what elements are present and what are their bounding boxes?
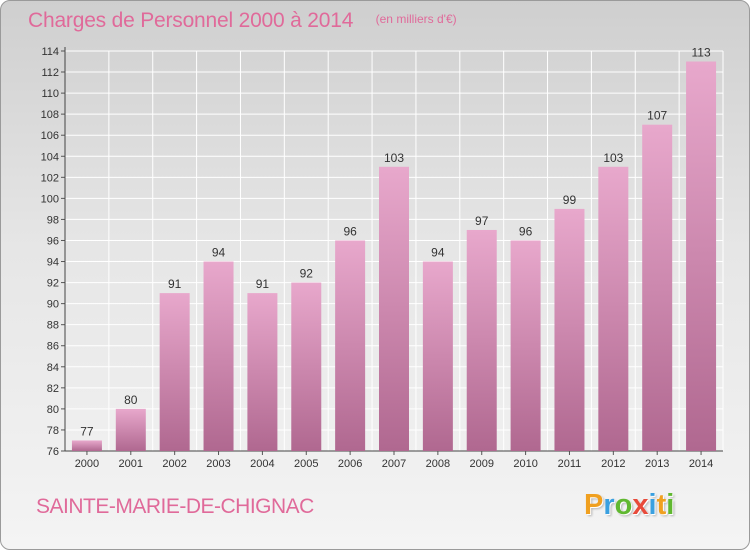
y-tick-label: 82	[47, 383, 59, 395]
y-tick-label: 80	[47, 404, 59, 416]
x-tick-label: 2009	[469, 458, 493, 470]
y-tick-label: 106	[41, 130, 59, 142]
y-tick-label: 76	[47, 446, 59, 458]
y-tick-label: 104	[41, 151, 59, 163]
bar	[247, 293, 278, 451]
bar-value-label: 103	[384, 151, 404, 165]
bar-value-label: 97	[475, 214, 489, 228]
bar	[203, 261, 234, 451]
x-tick-label: 2011	[558, 458, 582, 470]
y-tick-label: 102	[41, 172, 59, 184]
bar-value-label: 99	[563, 193, 577, 207]
bar	[466, 229, 497, 451]
y-tick-label: 94	[47, 257, 59, 269]
bar	[598, 166, 629, 451]
y-tick-label: 100	[41, 193, 59, 205]
y-tick-label: 98	[47, 214, 59, 226]
y-tick-label: 108	[41, 109, 59, 121]
bar	[554, 208, 585, 451]
x-tick-label: 2004	[250, 458, 274, 470]
y-tick-label: 88	[47, 320, 59, 332]
bar	[510, 240, 541, 451]
bar-value-label: 91	[168, 277, 182, 291]
bar	[159, 293, 190, 451]
bar	[71, 440, 102, 451]
logo-letter: x	[632, 489, 649, 521]
title-row: Charges de Personnel 2000 à 2014 (en mil…	[28, 9, 457, 33]
x-tick-label: 2008	[426, 458, 450, 470]
x-tick-label: 2006	[338, 458, 362, 470]
x-tick-label: 2002	[162, 458, 186, 470]
logo-letter: o	[614, 489, 633, 521]
y-tick-label: 86	[47, 341, 59, 353]
x-tick-label: 2005	[294, 458, 318, 470]
bar	[642, 124, 673, 452]
logo-letter: i	[648, 489, 657, 521]
y-tick-label: 110	[41, 88, 59, 100]
bar-value-label: 77	[80, 424, 94, 438]
bar-value-label: 92	[300, 267, 314, 281]
bar-value-label: 94	[212, 246, 226, 260]
bar	[115, 408, 146, 451]
bar-value-label: 94	[431, 246, 445, 260]
bar-value-label: 96	[519, 224, 533, 238]
x-tick-label: 2012	[601, 458, 625, 470]
bar-value-label: 103	[603, 151, 623, 165]
y-tick-label: 78	[47, 425, 59, 437]
bar-value-label: 113	[691, 46, 710, 60]
bar	[291, 282, 322, 451]
y-tick-label: 84	[47, 362, 59, 374]
x-tick-label: 2007	[382, 458, 406, 470]
proxiti-logo[interactable]: Proxiti	[584, 489, 674, 522]
bar	[422, 261, 453, 451]
logo-letter: t	[656, 489, 667, 521]
x-tick-label: 2001	[119, 458, 143, 470]
x-tick-label: 2000	[75, 458, 99, 470]
x-tick-label: 2003	[206, 458, 230, 470]
y-tick-label: 96	[47, 235, 59, 247]
commune-name: SAINTE-MARIE-DE-CHIGNAC	[36, 495, 314, 518]
bar-value-label: 96	[343, 224, 357, 238]
chart-subtitle: (en milliers d'€)	[375, 12, 457, 26]
y-tick-label: 114	[41, 46, 59, 58]
logo-letter: i	[666, 489, 675, 521]
y-tick-label: 92	[47, 278, 59, 290]
bar-value-label: 80	[124, 393, 138, 407]
chart-title: Charges de Personnel 2000 à 2014	[28, 9, 354, 32]
bar	[335, 240, 366, 451]
bar-value-label: 107	[647, 109, 667, 123]
logo-letter: r	[603, 489, 615, 521]
bar	[686, 61, 717, 452]
y-tick-label: 112	[41, 67, 59, 79]
y-tick-label: 90	[47, 299, 59, 311]
bar	[379, 166, 409, 451]
x-tick-label: 2010	[513, 458, 537, 470]
x-tick-label: 2014	[689, 458, 713, 470]
logo-letter: P	[584, 489, 604, 521]
bar-value-label: 91	[256, 277, 270, 291]
x-tick-label: 2013	[645, 458, 669, 470]
